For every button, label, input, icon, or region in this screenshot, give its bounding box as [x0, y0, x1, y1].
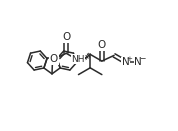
Text: O: O: [62, 32, 70, 42]
Text: +: +: [126, 56, 132, 62]
Text: O: O: [98, 40, 106, 50]
Text: $\mathit{,\,}$: $\mathit{,\,}$: [86, 48, 90, 57]
Text: O: O: [50, 54, 58, 64]
Text: NH: NH: [71, 54, 85, 64]
Text: N: N: [134, 57, 142, 67]
Text: N: N: [122, 57, 130, 67]
Text: −: −: [139, 54, 145, 63]
